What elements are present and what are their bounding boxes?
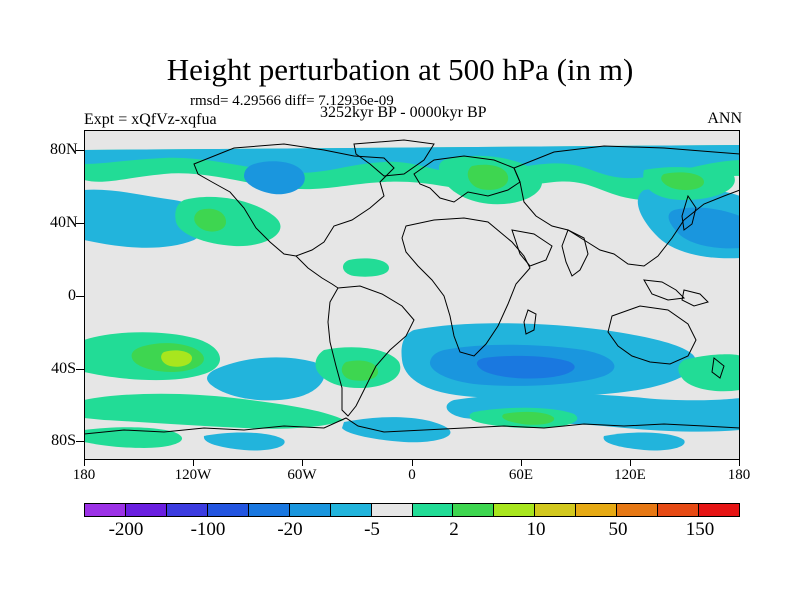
colorbar-segment [658, 504, 700, 516]
coastline [711, 357, 725, 379]
lon-label: 0 [408, 467, 416, 483]
anomaly-region [342, 417, 451, 443]
colorbar-segment [617, 504, 659, 516]
colorbar-segment [371, 504, 413, 516]
coastline [513, 145, 740, 267]
coastline [401, 217, 531, 357]
lon-label: 120E [614, 467, 646, 483]
coastline [353, 139, 435, 177]
anomaly-region [661, 172, 704, 190]
colorbar-segment [412, 504, 454, 516]
anomaly-fields [84, 145, 740, 451]
colorbar-segment [166, 504, 208, 516]
anomaly-region [467, 164, 509, 190]
period-label: 3252kyr BP - 0000kyr BP [320, 104, 487, 121]
lon-label: 180 [727, 467, 751, 483]
anomaly-region [342, 258, 389, 277]
anomaly-region [161, 350, 192, 367]
colorbar-label: -5 [364, 519, 380, 540]
coastline [523, 309, 537, 335]
colorbar-segment [494, 504, 536, 516]
coastline [84, 417, 740, 460]
coastline [681, 289, 709, 307]
lon-label: 60E [508, 467, 534, 483]
lat-label: 0 [68, 287, 76, 304]
colorbar-segment [248, 504, 290, 516]
lat-label: 80S [51, 432, 76, 449]
anomaly-region [446, 393, 740, 432]
colorbar-label: -20 [277, 519, 303, 540]
colorbar-segment [330, 504, 372, 516]
anomaly-region [678, 354, 740, 392]
map-frame [84, 130, 740, 460]
colorbar-segment [699, 504, 739, 516]
colorbar-segment [125, 504, 167, 516]
coastline [511, 229, 553, 267]
colorbar-segment [85, 504, 126, 516]
anomaly-region [84, 145, 740, 179]
colorbar-segment [289, 504, 331, 516]
coastline [561, 229, 589, 277]
colorbar-label: 2 [449, 519, 459, 540]
colorbar-segment [535, 504, 577, 516]
colorbar-label: 150 [685, 519, 715, 540]
colorbar-label: 50 [608, 519, 628, 540]
anomaly-region [502, 411, 555, 425]
anomaly-region [244, 161, 305, 195]
anomaly-region [207, 357, 325, 401]
lat-label: 40S [51, 360, 76, 377]
experiment-label: Expt = xQfVz-xqfua [84, 111, 217, 128]
height-perturbation-map [84, 130, 740, 460]
anomaly-region [84, 393, 344, 429]
colorbar [84, 503, 740, 517]
lon-label: 60W [287, 467, 317, 483]
colorbar-label: -200 [108, 519, 144, 540]
coastline [327, 285, 415, 417]
colorbar-label: 10 [526, 519, 546, 540]
anomaly-region [84, 189, 205, 248]
anomaly-region [84, 427, 183, 448]
colorbar-segment [576, 504, 618, 516]
coastline [681, 194, 697, 231]
anomaly-region [203, 432, 285, 451]
anomaly-region [476, 355, 575, 379]
colorbar-label: -100 [190, 519, 226, 540]
lon-label: 180 [72, 467, 96, 483]
coastline [193, 143, 395, 257]
anomaly-region [341, 360, 378, 381]
lat-label: 40N [50, 214, 78, 231]
anomaly-region [194, 208, 226, 232]
figure-title: Height perturbation at 500 hPa (in m) [166, 52, 634, 87]
season-label: ANN [707, 110, 742, 127]
colorbar-segment [453, 504, 495, 516]
anomaly-region [603, 432, 685, 451]
stats-label: rmsd= 4.29566 diff= 7.12936e-09 [190, 93, 394, 109]
coastline [607, 305, 697, 365]
colorbar-segment [207, 504, 249, 516]
lat-label: 80N [50, 141, 78, 158]
coastline [295, 255, 339, 289]
lon-label: 120W [174, 467, 212, 483]
coastline [413, 155, 521, 203]
coastline [643, 279, 686, 301]
anomaly-region [175, 196, 281, 247]
coastlines [84, 139, 740, 460]
